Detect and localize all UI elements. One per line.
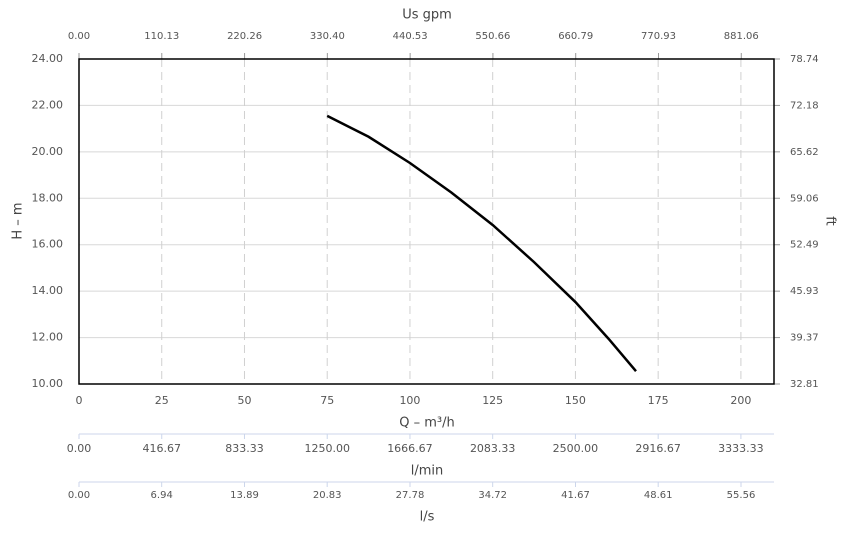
- x-tick-label: 0: [76, 394, 83, 407]
- extra-axis-tick-label: 13.89: [230, 490, 259, 501]
- x-tick-label: 200: [730, 394, 751, 407]
- extra-axis-tick-label: 41.67: [561, 490, 590, 501]
- extra-axis-tick-label: 0.00: [67, 442, 92, 455]
- extra-axis-title: l/s: [420, 510, 435, 525]
- x-axis-title: Q – m³/h: [399, 416, 455, 431]
- y2-tick-label: 52.49: [790, 240, 819, 251]
- x2-tick-label: 440.53: [393, 31, 428, 42]
- extra-axis-tick-label: 0.00: [68, 490, 90, 501]
- extra-axis-tick-label: 34.72: [478, 490, 507, 501]
- y-tick-label: 12.00: [32, 331, 64, 344]
- extra-axis-tick-label: 833.33: [225, 442, 264, 455]
- x2-tick-label: 550.66: [475, 31, 510, 42]
- y2-tick-label: 45.93: [790, 286, 819, 297]
- x2-tick-label: 770.93: [641, 31, 676, 42]
- extra-axis-tick-label: 2916.67: [635, 442, 681, 455]
- extra-axis-tick-label: 55.56: [727, 490, 756, 501]
- y2-tick-label: 59.06: [790, 193, 819, 204]
- x-tick-label: 150: [565, 394, 586, 407]
- x-tick-label: 100: [399, 394, 420, 407]
- y2-tick-label: 39.37: [790, 333, 819, 344]
- x2-tick-label: 0.00: [68, 31, 90, 42]
- x-tick-label: 125: [482, 394, 503, 407]
- extra-axis-tick-label: 2500.00: [553, 442, 599, 455]
- y2-tick-label: 72.18: [790, 100, 819, 111]
- extra-axis-tick-label: 1250.00: [304, 442, 350, 455]
- y2-axis-title: ft: [823, 216, 838, 225]
- y-tick-label: 18.00: [32, 191, 64, 204]
- y2-tick-label: 65.62: [790, 147, 819, 158]
- y-axis-title: H – m: [11, 202, 26, 239]
- extra-axis-tick-label: 2083.33: [470, 442, 516, 455]
- x2-tick-label: 330.40: [310, 31, 345, 42]
- extra-axis-tick-label: 27.78: [396, 490, 425, 501]
- y-tick-label: 22.00: [32, 98, 64, 111]
- plot-frame: [78, 58, 775, 385]
- extra-axis-tick-label: 48.61: [644, 490, 673, 501]
- y-tick-label: 20.00: [32, 145, 64, 158]
- x-tick-label: 50: [237, 394, 251, 407]
- y-tick-label: 14.00: [32, 284, 64, 297]
- x2-tick-label: 220.26: [227, 31, 262, 42]
- y-tick-label: 10.00: [32, 377, 64, 390]
- y-tick-label: 16.00: [32, 238, 64, 251]
- y2-tick-label: 78.74: [790, 54, 819, 65]
- x2-tick-label: 110.13: [144, 31, 179, 42]
- y-tick-label: 24.00: [32, 52, 64, 65]
- extra-axis-tick-label: 6.94: [151, 490, 173, 501]
- x2-tick-label: 660.79: [558, 31, 593, 42]
- top-axis-title: Us gpm: [402, 8, 452, 23]
- curve: [326, 114, 637, 373]
- x2-tick-label: 881.06: [724, 31, 759, 42]
- x-tick-label: 75: [320, 394, 334, 407]
- x-tick-label: 175: [648, 394, 669, 407]
- x-tick-label: 25: [155, 394, 169, 407]
- y2-tick-label: 32.81: [790, 379, 819, 390]
- extra-axis-tick-label: 3333.33: [718, 442, 764, 455]
- extra-axis-title: l/min: [411, 464, 444, 479]
- extra-axis-tick-label: 416.67: [142, 442, 181, 455]
- extra-axis-tick-label: 20.83: [313, 490, 342, 501]
- extra-axis-tick-label: 1666.67: [387, 442, 433, 455]
